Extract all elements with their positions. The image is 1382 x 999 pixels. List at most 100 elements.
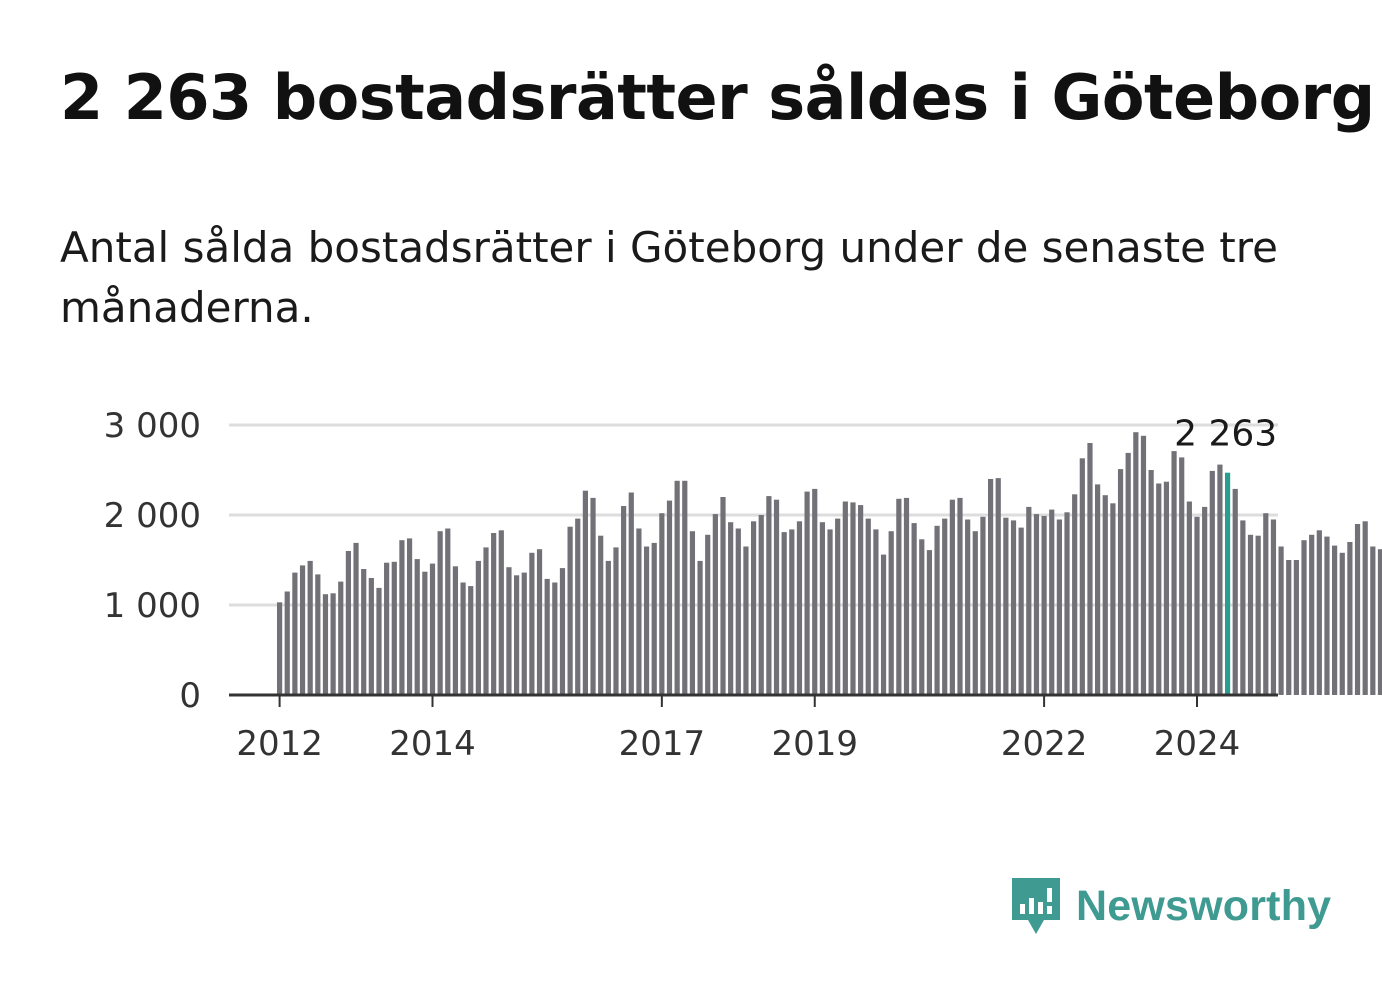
bar bbox=[980, 516, 986, 695]
bar bbox=[315, 574, 321, 695]
bar bbox=[1332, 545, 1338, 695]
bar bbox=[651, 542, 657, 695]
y-tick-label: 1 000 bbox=[104, 586, 201, 626]
bar bbox=[1056, 519, 1062, 695]
bar bbox=[1179, 457, 1185, 695]
bar bbox=[605, 560, 611, 695]
bar bbox=[796, 521, 803, 695]
x-tick-label: 2017 bbox=[619, 724, 706, 764]
bar bbox=[942, 518, 948, 695]
y-tick-label: 3 000 bbox=[104, 406, 201, 446]
bar bbox=[1347, 542, 1353, 695]
bar bbox=[391, 561, 397, 695]
bar bbox=[575, 518, 581, 695]
bar bbox=[934, 525, 940, 695]
bar bbox=[1286, 560, 1292, 695]
bar bbox=[789, 529, 795, 695]
bar bbox=[1133, 432, 1139, 695]
bar bbox=[1018, 527, 1024, 695]
bar bbox=[1148, 470, 1154, 695]
bar bbox=[1217, 464, 1223, 695]
latest-value-label: 2 263 bbox=[1174, 414, 1277, 455]
bar bbox=[643, 546, 650, 695]
bar bbox=[1171, 451, 1177, 695]
bar bbox=[659, 513, 665, 695]
x-tick-label: 2012 bbox=[236, 724, 323, 764]
bar bbox=[735, 528, 741, 695]
bar bbox=[1255, 535, 1261, 695]
bar bbox=[452, 566, 459, 695]
newsworthy-icon bbox=[1012, 878, 1060, 934]
bar bbox=[697, 560, 703, 695]
bar bbox=[1049, 509, 1055, 695]
bar bbox=[636, 528, 642, 695]
bar bbox=[590, 497, 596, 695]
bar bbox=[559, 568, 566, 695]
bar-highlight bbox=[1224, 472, 1231, 695]
x-tick-label: 2024 bbox=[1154, 724, 1241, 764]
bar bbox=[345, 551, 352, 695]
bar bbox=[888, 531, 894, 695]
bar bbox=[1270, 519, 1277, 695]
bar bbox=[414, 559, 420, 695]
bar bbox=[880, 554, 887, 695]
bar bbox=[330, 593, 336, 695]
bar bbox=[1079, 458, 1085, 695]
bar bbox=[1301, 540, 1307, 695]
bar bbox=[835, 518, 841, 695]
bar bbox=[957, 497, 963, 695]
bar bbox=[1041, 515, 1047, 695]
bar bbox=[1263, 513, 1269, 695]
bar bbox=[598, 535, 604, 695]
bar bbox=[1140, 435, 1147, 695]
bar bbox=[1362, 521, 1368, 695]
bar bbox=[666, 500, 673, 695]
bar bbox=[1110, 503, 1116, 695]
bar bbox=[1240, 520, 1246, 695]
bar bbox=[552, 582, 558, 695]
bar bbox=[827, 529, 833, 695]
bar bbox=[338, 581, 344, 695]
bar bbox=[1339, 552, 1345, 695]
bar bbox=[399, 540, 405, 695]
bar bbox=[1377, 549, 1382, 695]
bar bbox=[812, 488, 818, 695]
bar bbox=[720, 497, 726, 695]
x-axis-ticks bbox=[278, 695, 1198, 707]
bar bbox=[965, 519, 971, 695]
bar bbox=[1163, 481, 1170, 695]
chart-title: 2 263 bostadsrätter såldes i Göteborg bbox=[60, 61, 1375, 134]
bar bbox=[873, 529, 879, 695]
bar bbox=[498, 530, 504, 695]
bar bbox=[1232, 488, 1238, 695]
bar bbox=[1102, 495, 1108, 695]
bar bbox=[728, 522, 734, 695]
x-tick-label: 2019 bbox=[771, 724, 858, 764]
bar bbox=[1064, 512, 1070, 695]
bar bbox=[506, 567, 512, 695]
bar bbox=[804, 491, 810, 695]
bar bbox=[406, 538, 413, 695]
bar bbox=[284, 591, 290, 695]
bar bbox=[1010, 520, 1017, 695]
bar bbox=[995, 478, 1001, 695]
bar bbox=[972, 531, 978, 695]
bar bbox=[582, 490, 588, 695]
bar bbox=[544, 578, 550, 695]
bar bbox=[437, 531, 443, 695]
bar bbox=[384, 562, 390, 695]
bar bbox=[536, 549, 543, 695]
bar bbox=[621, 506, 627, 695]
bar bbox=[514, 575, 520, 695]
bar bbox=[1324, 536, 1330, 695]
bar bbox=[750, 521, 757, 695]
y-axis-labels: 0 1 000 2 000 3 000 bbox=[104, 406, 201, 716]
bar bbox=[865, 518, 871, 695]
bar bbox=[529, 552, 535, 695]
bar bbox=[475, 560, 481, 695]
chart-subtitle: Antal sålda bostadsrätter i Göteborg und… bbox=[60, 223, 1278, 332]
bar bbox=[1072, 494, 1078, 695]
bar bbox=[926, 550, 933, 695]
bar bbox=[1095, 484, 1101, 695]
bar-chart: 0 1 000 2 000 3 000 2012 2014 2017 2019 2022 202… bbox=[104, 406, 1382, 764]
